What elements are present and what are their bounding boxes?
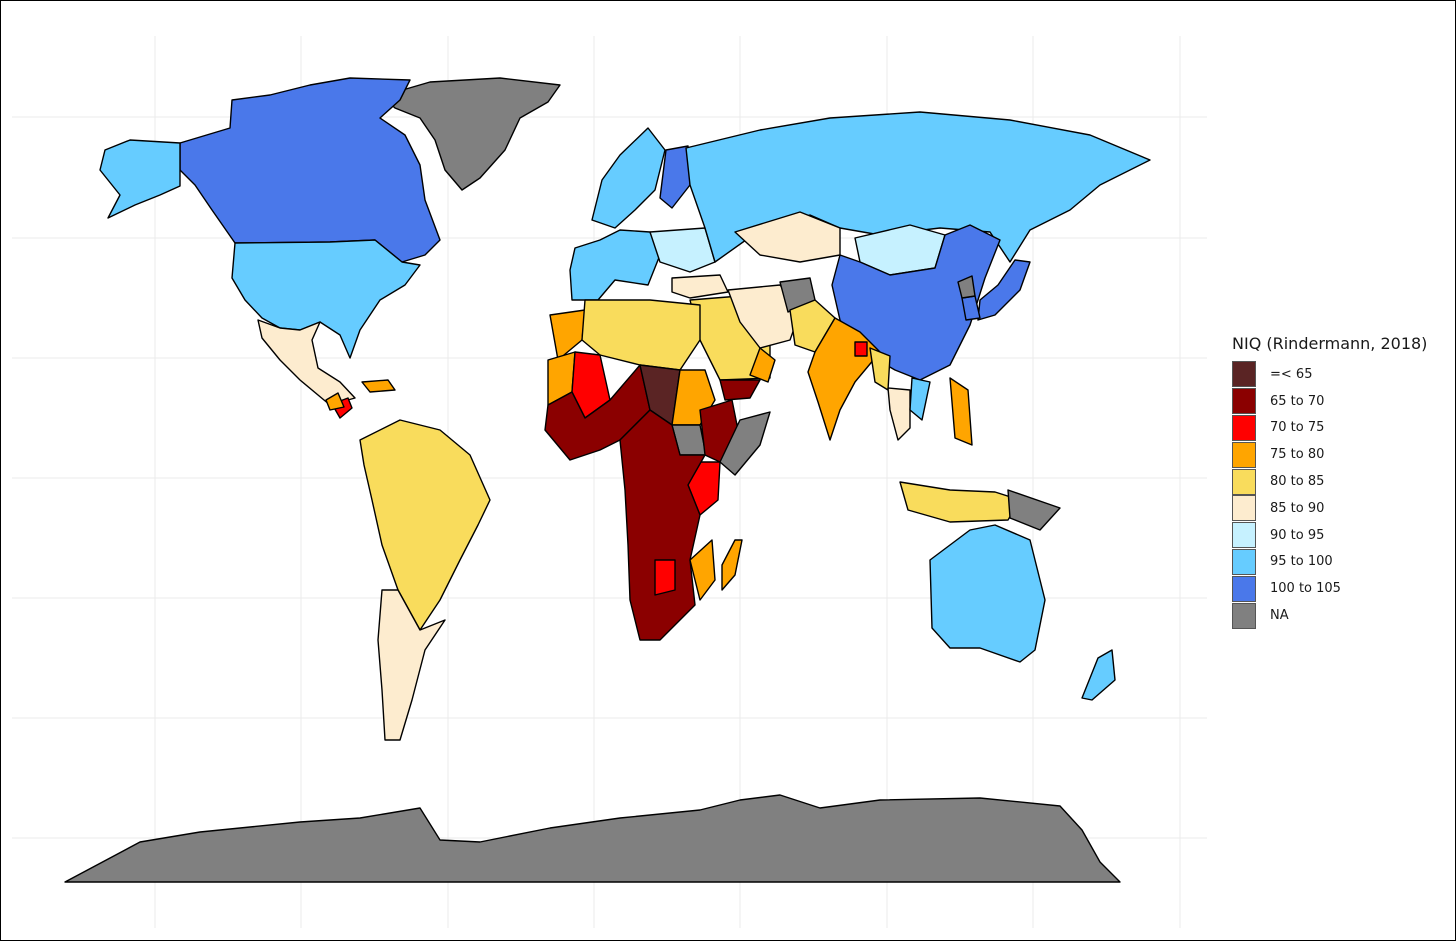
- legend-item-100_105: 100 to 105: [1232, 575, 1427, 602]
- region-zambia: [654, 559, 676, 596]
- region-yemen: [719, 379, 761, 401]
- legend-label: 65 to 70: [1270, 393, 1325, 409]
- region-bangladesh: [854, 341, 868, 357]
- region-canada: [179, 77, 441, 263]
- legend-swatch: [1232, 414, 1256, 441]
- legend-item-85_90: 85 to 90: [1232, 495, 1427, 522]
- region-south-america-north-central: [359, 419, 491, 631]
- legend-label: 95 to 100: [1270, 554, 1333, 570]
- region-alaska: [99, 139, 181, 219]
- legend-label: 85 to 90: [1270, 500, 1325, 516]
- region-scandinavia: [591, 127, 666, 229]
- legend-label: 100 to 105: [1270, 581, 1341, 597]
- legend-label: 90 to 95: [1270, 527, 1325, 543]
- legend-item-65_70: 65 to 70: [1232, 388, 1427, 415]
- region-philippines: [949, 377, 973, 446]
- legend-item-70_75: 70 to 75: [1232, 414, 1427, 442]
- legend-item-75_80: 75 to 80: [1232, 441, 1427, 468]
- legend-swatch: [1232, 388, 1256, 415]
- legend-title: NIQ (Rindermann, 2018): [1232, 334, 1428, 353]
- region-guatemala: [325, 392, 345, 411]
- region-australia: [929, 524, 1046, 663]
- map-legend: NIQ (Rindermann, 2018) =< 65 65 to 70 70 t…: [1232, 334, 1427, 629]
- region-madagascar: [721, 539, 743, 591]
- region-indonesia: [899, 481, 1021, 523]
- region-myanmar: [869, 347, 891, 391]
- region-oman: [749, 347, 776, 383]
- region-finland: [659, 145, 691, 209]
- legend-swatch: [1232, 575, 1256, 602]
- region-mexico: [257, 319, 356, 406]
- legend-label: 80 to 85: [1270, 474, 1325, 490]
- region-united-states: [231, 239, 421, 359]
- legend-item-lt65: =< 65: [1232, 361, 1427, 388]
- region-thailand: [887, 387, 911, 441]
- legend-label: NA: [1270, 608, 1289, 624]
- region-western-europe: [569, 229, 661, 301]
- region-greenland: [381, 77, 561, 191]
- legend-item-90_95: 90 to 95: [1232, 522, 1427, 549]
- legend-swatch: [1232, 468, 1256, 495]
- region-vietnam: [909, 377, 931, 421]
- legend-item-80_85: 80 to 85: [1232, 468, 1427, 495]
- legend-swatch: [1232, 441, 1256, 468]
- country-shapes: [64, 77, 1151, 883]
- legend-item-na: NA: [1232, 602, 1427, 629]
- region-eastern-europe: [649, 227, 716, 273]
- region-mozambique: [689, 539, 716, 601]
- legend-label: =< 65: [1270, 366, 1313, 382]
- region-new-zealand: [1081, 649, 1116, 701]
- region-cuba: [361, 379, 396, 393]
- legend-label: 75 to 80: [1270, 447, 1325, 463]
- region-north-korea: [957, 275, 976, 299]
- legend-item-95_100: 95 to 100: [1232, 548, 1427, 576]
- region-japan: [977, 259, 1031, 321]
- legend-items: =< 65 65 to 70 70 to 75 75 to 80 80 to 85 85 …: [1232, 361, 1427, 629]
- legend-label: 70 to 75: [1270, 420, 1325, 436]
- region-turkey: [671, 274, 729, 299]
- region-antarctica: [64, 794, 1121, 883]
- legend-swatch: [1232, 602, 1256, 629]
- region-iran: [727, 284, 801, 349]
- region-argentina: [377, 589, 446, 741]
- legend-swatch: [1232, 361, 1256, 388]
- legend-swatch: [1232, 548, 1256, 575]
- legend-swatch: [1232, 522, 1256, 549]
- region-somalia: [719, 411, 771, 476]
- region-russia: [685, 111, 1151, 263]
- legend-swatch: [1232, 495, 1256, 522]
- region-papua-new-guinea: [1007, 489, 1061, 531]
